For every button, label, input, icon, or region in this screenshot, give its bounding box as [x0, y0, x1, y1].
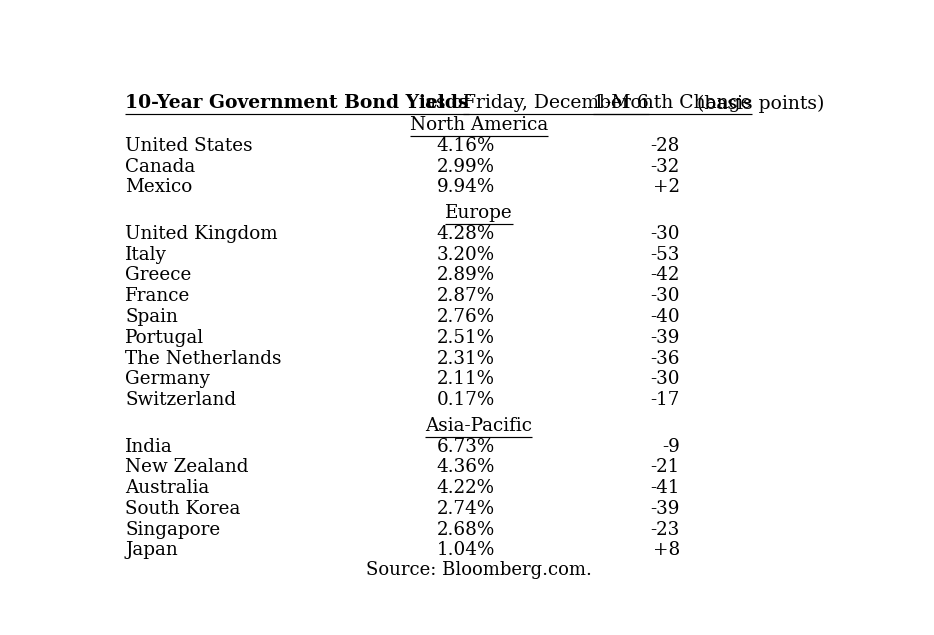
- Text: Portugal: Portugal: [125, 329, 205, 347]
- Text: New Zealand: New Zealand: [125, 458, 249, 476]
- Text: 4.28%: 4.28%: [437, 225, 495, 243]
- Text: 2.99%: 2.99%: [437, 157, 495, 176]
- Text: Italy: Italy: [125, 246, 167, 264]
- Text: 1.04%: 1.04%: [437, 542, 495, 559]
- Text: 3.20%: 3.20%: [437, 246, 495, 264]
- Text: -36: -36: [650, 350, 680, 368]
- Text: United States: United States: [125, 137, 253, 155]
- Text: -42: -42: [650, 267, 680, 284]
- Text: -30: -30: [650, 370, 680, 389]
- Text: Europe: Europe: [445, 204, 513, 222]
- Text: +2: +2: [653, 178, 680, 196]
- Text: -39: -39: [650, 500, 680, 518]
- Text: Spain: Spain: [125, 308, 178, 326]
- Text: 2.31%: 2.31%: [437, 350, 495, 368]
- Text: 2.11%: 2.11%: [437, 370, 495, 389]
- Text: South Korea: South Korea: [125, 500, 241, 518]
- Text: Germany: Germany: [125, 370, 210, 389]
- Text: -9: -9: [662, 438, 680, 455]
- Text: Switzerland: Switzerland: [125, 391, 236, 409]
- Text: Singapore: Singapore: [125, 521, 220, 538]
- Text: Asia-Pacific: Asia-Pacific: [425, 417, 532, 435]
- Text: as of: as of: [419, 94, 476, 112]
- Text: 2.74%: 2.74%: [437, 500, 495, 518]
- Text: -39: -39: [650, 329, 680, 347]
- Text: -32: -32: [651, 157, 680, 176]
- Text: 2.51%: 2.51%: [437, 329, 495, 347]
- Text: 10-Year Government Bond Yields: 10-Year Government Bond Yields: [125, 94, 469, 112]
- Text: -28: -28: [650, 137, 680, 155]
- Text: The Netherlands: The Netherlands: [125, 350, 282, 368]
- Text: Australia: Australia: [125, 479, 210, 497]
- Text: 2.89%: 2.89%: [437, 267, 495, 284]
- Text: -40: -40: [650, 308, 680, 326]
- Text: Friday, December 6: Friday, December 6: [462, 94, 648, 112]
- Text: Japan: Japan: [125, 542, 178, 559]
- Text: 1-Month Change: 1-Month Change: [593, 94, 752, 112]
- Text: Mexico: Mexico: [125, 178, 192, 196]
- Text: 2.68%: 2.68%: [437, 521, 495, 538]
- Text: -23: -23: [651, 521, 680, 538]
- Text: 9.94%: 9.94%: [437, 178, 495, 196]
- Text: 6.73%: 6.73%: [437, 438, 495, 455]
- Text: 4.22%: 4.22%: [437, 479, 495, 497]
- Text: -53: -53: [650, 246, 680, 264]
- Text: -17: -17: [650, 391, 680, 409]
- Text: +8: +8: [653, 542, 680, 559]
- Text: 2.76%: 2.76%: [437, 308, 495, 326]
- Text: India: India: [125, 438, 173, 455]
- Text: 4.16%: 4.16%: [437, 137, 495, 155]
- Text: Source: Bloomberg.com.: Source: Bloomberg.com.: [366, 561, 591, 579]
- Text: North America: North America: [409, 116, 548, 134]
- Text: Canada: Canada: [125, 157, 196, 176]
- Text: -41: -41: [650, 479, 680, 497]
- Text: 0.17%: 0.17%: [437, 391, 495, 409]
- Text: -30: -30: [650, 287, 680, 305]
- Text: United Kingdom: United Kingdom: [125, 225, 278, 243]
- Text: Greece: Greece: [125, 267, 191, 284]
- Text: -21: -21: [651, 458, 680, 476]
- Text: -30: -30: [650, 225, 680, 243]
- Text: 4.36%: 4.36%: [437, 458, 495, 476]
- Text: 2.87%: 2.87%: [437, 287, 495, 305]
- Text: France: France: [125, 287, 191, 305]
- Text: (basis points): (basis points): [691, 94, 824, 112]
